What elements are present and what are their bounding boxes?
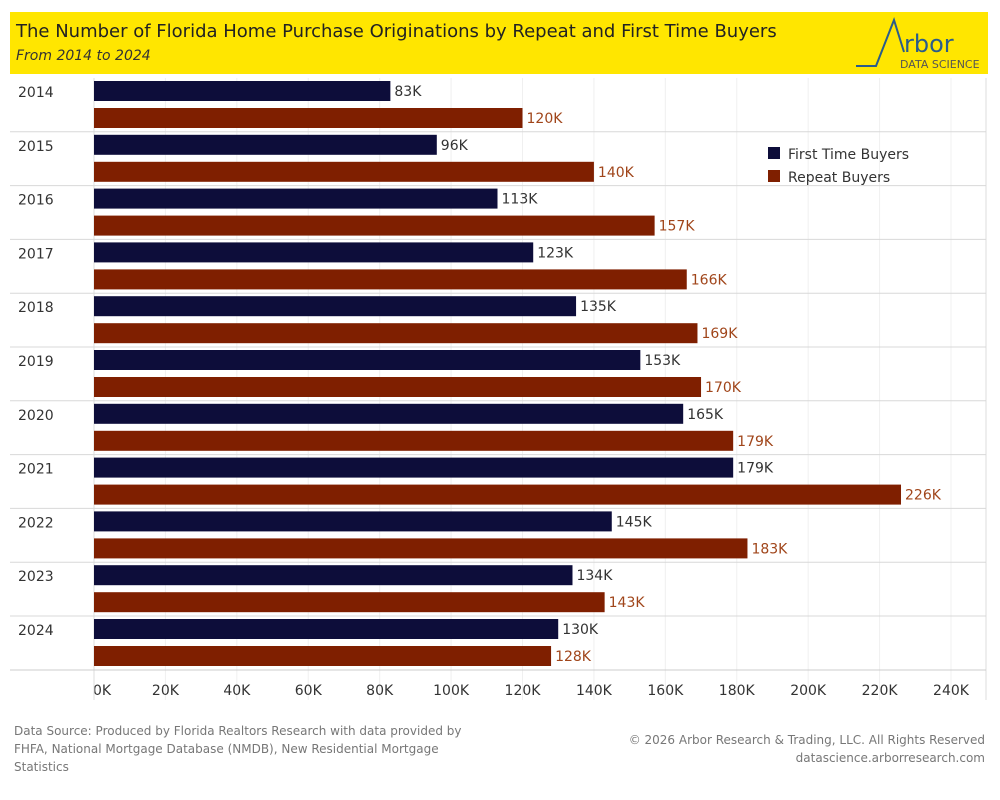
x-tick-label: 200K [790,683,827,699]
data-label: 179K [737,461,774,477]
data-label: 143K [609,595,646,611]
bar-first-time [94,619,559,639]
bar-first-time [94,457,734,478]
data-label: 140K [598,165,635,181]
x-tick-label: 220K [862,683,899,699]
source-line: Data Source: Produced by Florida Realtor… [14,724,462,738]
data-label: 170K [705,380,742,396]
bar-repeat [94,484,902,505]
year-label: 2024 [18,623,54,639]
year-label: 2014 [18,85,54,101]
svg-text:DATA SCIENCE: DATA SCIENCE [900,58,980,71]
data-label: 135K [580,299,617,315]
chart-title: The Number of Florida Home Purchase Orig… [16,21,777,42]
bar-repeat [94,377,702,397]
svg-text:rbor: rbor [904,30,954,58]
x-tick-label: 180K [719,683,756,699]
x-tick-label: 40K [223,683,251,699]
year-label: 2016 [18,193,54,209]
bar-first-time [94,403,684,424]
bar-first-time [94,565,573,586]
data-label: 123K [537,245,574,261]
year-label: 2018 [18,300,54,316]
year-label: 2015 [18,139,54,155]
data-label: 113K [502,192,539,208]
bar-repeat [94,538,748,559]
legend-swatch [768,170,780,182]
x-tick-label: 240K [933,683,970,699]
x-tick-label: 20K [152,683,180,699]
chart-subtitle: From 2014 to 2024 [16,48,151,64]
bar-first-time [94,134,437,155]
source-line: FHFA, National Mortgage Database (NMDB),… [14,742,439,756]
bar-repeat [94,323,698,344]
data-label: 145K [616,514,653,530]
data-source-note: Data Source: Produced by Florida Realtor… [14,722,461,776]
x-tick-label: 100K [433,683,470,699]
data-label: 157K [659,219,696,235]
year-label: 2020 [18,408,54,424]
data-label: 130K [562,622,599,638]
bar-repeat [94,108,523,128]
year-label: 2021 [18,462,54,478]
data-label: 120K [527,111,564,127]
x-tick-label: 120K [505,683,542,699]
data-label: 134K [576,568,613,584]
bar-repeat [94,430,734,451]
bar-first-time [94,188,498,209]
data-label: 128K [555,649,592,665]
bar-first-time [94,242,534,263]
bar-repeat [94,646,552,666]
data-label: 226K [905,488,942,504]
header-banner: The Number of Florida Home Purchase Orig… [10,12,988,74]
legend-label: Repeat Buyers [788,170,890,186]
legend-swatch [768,147,780,159]
data-label: 96K [441,138,469,154]
site-url[interactable]: datascience.arborresearch.com [795,751,985,765]
copyright: © 2026 Arbor Research & Trading, LLC. Al… [628,733,985,747]
data-label: 183K [751,541,788,557]
x-tick-label: 60K [295,683,323,699]
bar-first-time [94,350,641,370]
year-label: 2019 [18,354,54,370]
year-label: 2017 [18,246,54,262]
arbor-logo: rbor DATA SCIENCE [856,16,980,71]
bar-first-time [94,81,391,101]
x-tick-label: 160K [647,683,684,699]
data-label: 165K [687,407,724,423]
bar-first-time [94,511,612,532]
data-label: 166K [691,272,728,288]
data-label: 169K [701,326,738,342]
legend-label: First Time Buyers [788,147,909,163]
year-label: 2023 [18,569,54,585]
bar-first-time [94,296,577,317]
source-line: Statistics [14,760,69,774]
x-tick-label: 0K [93,683,112,699]
x-tick-label: 80K [366,683,394,699]
bar-repeat [94,269,687,290]
bar-repeat [94,161,594,182]
x-tick-label: 140K [576,683,613,699]
bar-repeat [94,592,605,613]
data-label: 179K [737,434,774,450]
data-label: 153K [644,353,681,369]
data-label: 83K [394,84,422,100]
year-label: 2022 [18,515,54,531]
bar-repeat [94,215,655,236]
